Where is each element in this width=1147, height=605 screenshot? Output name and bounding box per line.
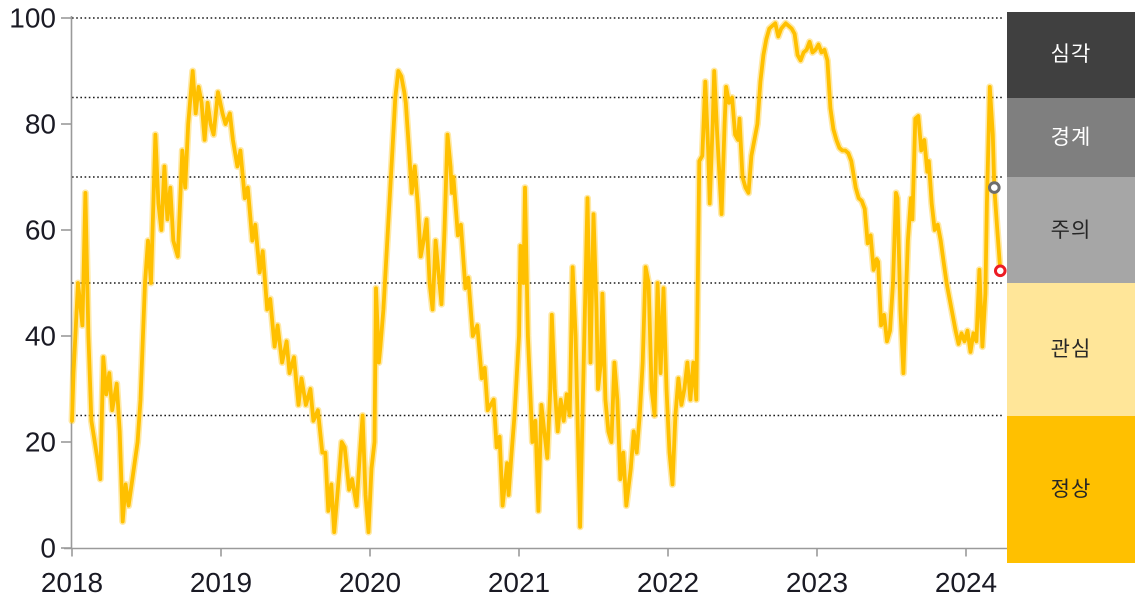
legend-band-caution: 주의 — [1007, 177, 1135, 283]
y-axis-label-40: 40 — [25, 321, 56, 352]
y-axis-label-100: 100 — [9, 3, 56, 34]
y-axis-label-80: 80 — [25, 109, 56, 140]
x-axis-label-2020: 2020 — [339, 567, 401, 598]
x-axis-label-2024: 2024 — [935, 567, 997, 598]
legend-band-label-attention: 관심 — [1050, 337, 1092, 361]
x-axis-label-2022: 2022 — [637, 567, 699, 598]
legend-band-attention: 관심 — [1007, 283, 1135, 416]
x-axis-label-2023: 2023 — [786, 567, 848, 598]
previous-point-marker — [988, 181, 1001, 194]
latest-point-marker — [993, 264, 1007, 278]
stress-index-line-series — [70, 21, 1003, 534]
legend-band-label-severe: 심각 — [1050, 43, 1092, 67]
legend-band-alert: 경계 — [1007, 97, 1135, 177]
y-axis-label-60: 60 — [25, 215, 56, 246]
legend-band-label-normal: 정상 — [1050, 477, 1092, 501]
y-axis-label-0: 0 — [40, 533, 56, 564]
legend-band-label-caution: 주의 — [1050, 218, 1092, 242]
legend-band-severe: 심각 — [1007, 12, 1135, 98]
x-axis-label-2018: 2018 — [41, 567, 103, 598]
legend-band-label-alert: 경계 — [1050, 125, 1092, 149]
x-axis-label-2021: 2021 — [488, 567, 550, 598]
y-axis-label-20: 20 — [25, 427, 56, 458]
x-axis-label-2019: 2019 — [190, 567, 252, 598]
legend-band-normal: 정상 — [1007, 415, 1135, 563]
